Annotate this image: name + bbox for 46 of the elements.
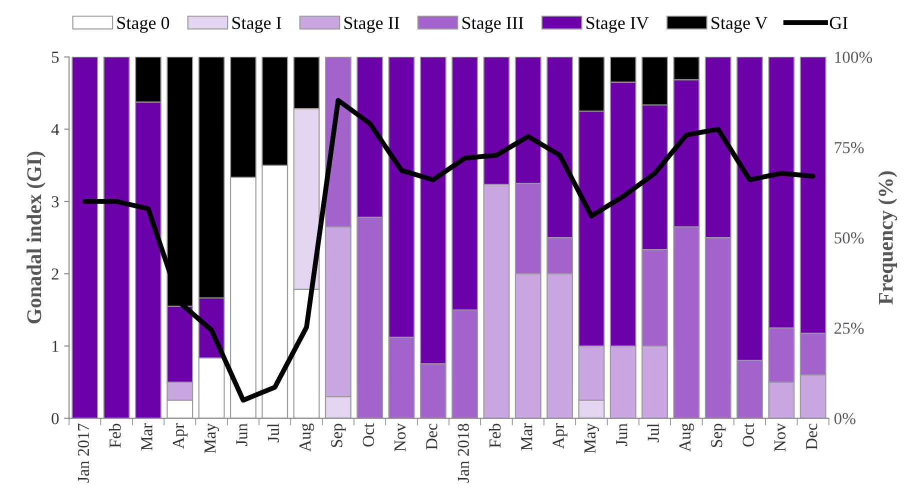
x-tick-label: Mar bbox=[141, 423, 152, 450]
y2-tick-label: 0% bbox=[834, 412, 856, 424]
x-tick-label: Oct bbox=[742, 423, 754, 447]
legend-label: Stage IV bbox=[586, 16, 649, 33]
x-tick-label: Sep bbox=[711, 424, 726, 448]
y-axis-title: Gonadal index (GI) bbox=[26, 152, 46, 324]
y2-tick-label: 25% bbox=[834, 322, 864, 334]
x-tick-label: May bbox=[204, 423, 220, 454]
x-tick-label: Feb bbox=[488, 424, 501, 448]
y2-tick-label: 100% bbox=[835, 52, 872, 63]
x-tick-label: Feb bbox=[109, 424, 121, 448]
legend-label: Stage I bbox=[232, 16, 282, 33]
y-tick-label: 0 bbox=[52, 412, 59, 424]
y-tick-label: 5 bbox=[52, 52, 59, 63]
y2-tick-label: 75% bbox=[834, 142, 864, 154]
x-tick-label: Nov bbox=[394, 423, 406, 452]
y2-axis-title: Frequency (%) bbox=[878, 171, 898, 304]
x-tick-label: Aug bbox=[299, 423, 314, 452]
y-tick-label: 1 bbox=[52, 340, 58, 352]
legend-label: Stage V bbox=[712, 16, 768, 33]
x-tick-label: Sep bbox=[331, 424, 346, 448]
legend-label: GI bbox=[830, 16, 848, 30]
x-tick-label: Dec bbox=[806, 424, 818, 450]
bar bbox=[103, 56, 130, 418]
x-tick-label: Jan 2018 bbox=[458, 424, 469, 483]
x-tick-label: Oct bbox=[362, 423, 374, 447]
x-tick-label: Jan 2017 bbox=[78, 424, 90, 483]
x-tick-label: Nov bbox=[774, 423, 786, 452]
y-tick-label: 2 bbox=[52, 268, 58, 280]
y2-tick-label: 50% bbox=[834, 232, 864, 244]
x-tick-label: Mar bbox=[521, 423, 532, 450]
x-tick-label: Dec bbox=[426, 424, 438, 450]
legend-label: Stage III bbox=[462, 16, 524, 33]
x-tick-label: Jul bbox=[647, 423, 659, 442]
y-tick-label: 4 bbox=[51, 124, 60, 135]
y-tick-label: 3 bbox=[52, 196, 59, 208]
legend-label: Stage 0 bbox=[117, 16, 170, 33]
x-tick-label: May bbox=[584, 423, 600, 454]
x-tick-label: Apr bbox=[552, 423, 568, 449]
x-tick-label: Jun bbox=[616, 423, 628, 446]
x-tick-label: Aug bbox=[679, 423, 694, 452]
x-tick-label: Apr bbox=[172, 423, 188, 449]
x-tick-label: Jun bbox=[236, 423, 248, 446]
bar bbox=[72, 56, 98, 418]
legend-label: Stage II bbox=[344, 16, 400, 33]
x-tick-label: Jul bbox=[267, 423, 280, 442]
